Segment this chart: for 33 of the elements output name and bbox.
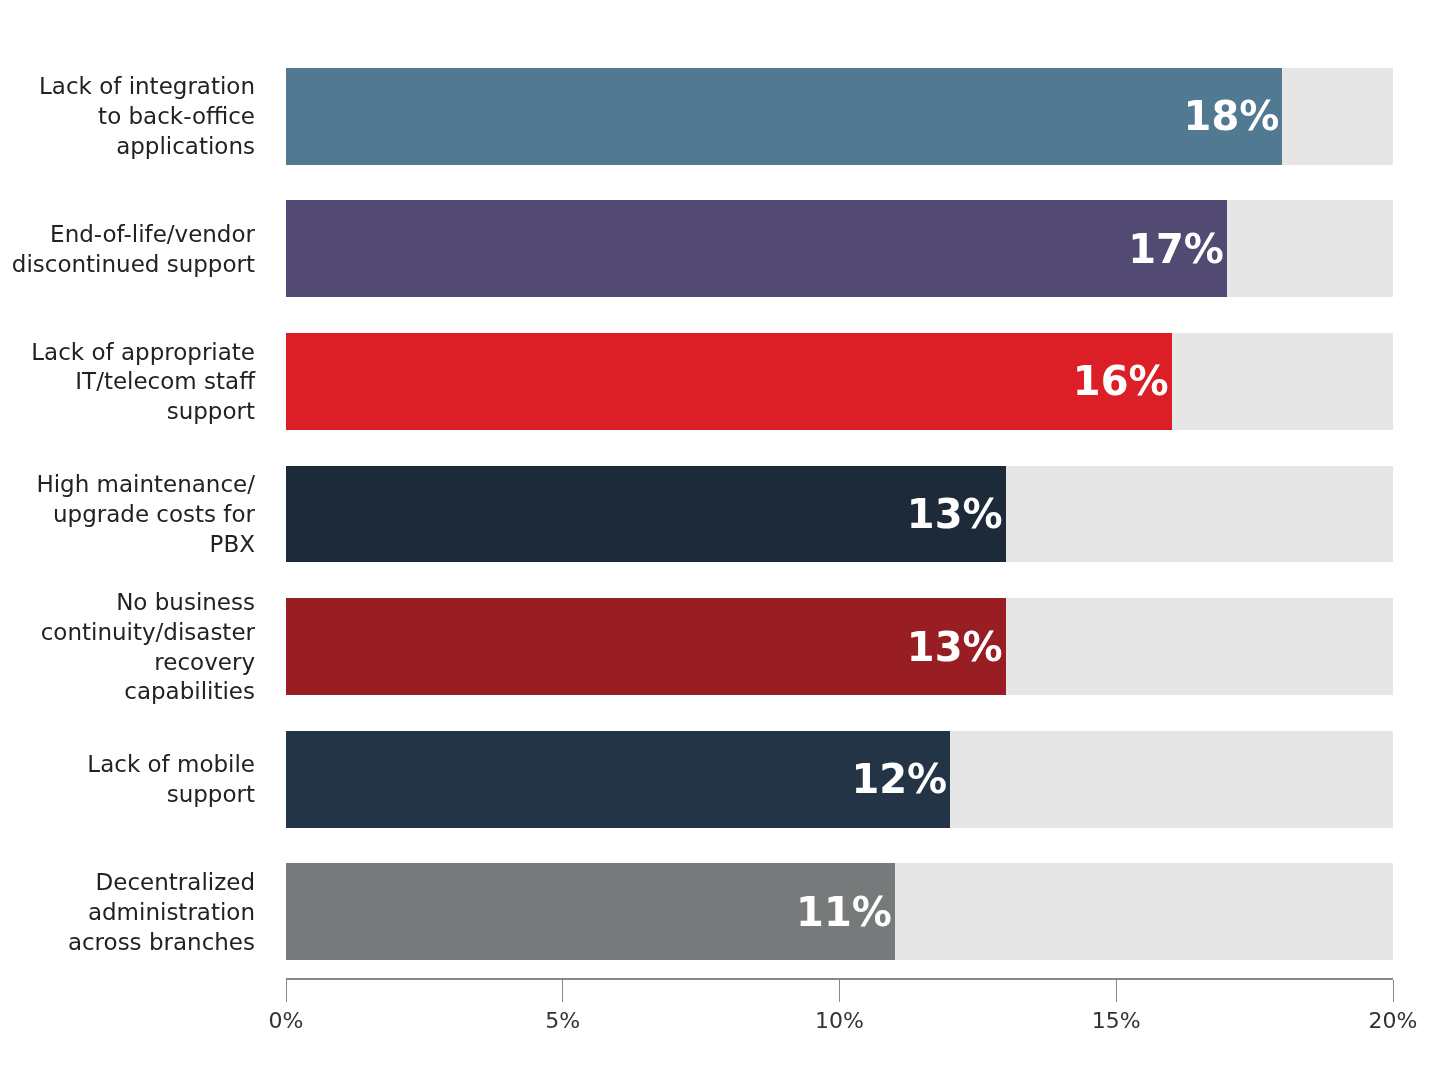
bar xyxy=(286,67,1283,165)
data-label: 11% xyxy=(796,888,892,935)
x-tick-label: 15% xyxy=(1091,1008,1141,1034)
y-tick-label: Decentralized administration across branches xyxy=(67,868,255,955)
data-label: 13% xyxy=(906,623,1003,670)
x-tick-label: 5% xyxy=(545,1008,581,1034)
data-label: 13% xyxy=(906,491,1003,537)
data-label: 16% xyxy=(1072,358,1169,405)
bar xyxy=(286,730,951,828)
data-label: 12% xyxy=(851,756,948,803)
x-tick-label: 20% xyxy=(1368,1008,1418,1034)
data-label: 17% xyxy=(1128,225,1224,272)
bar xyxy=(1171,333,1393,430)
bar xyxy=(1005,465,1393,563)
data-label: 18% xyxy=(1183,93,1280,140)
bar xyxy=(286,598,1006,695)
bar xyxy=(286,863,895,961)
y-tick-label: End-of-life/vendor discontinued support xyxy=(11,220,256,277)
y-tick-label: Lack of mobile support xyxy=(87,751,255,808)
y-tick-label: No business continuity/disaster recovery capabilities xyxy=(40,588,256,705)
bar xyxy=(894,863,1393,961)
bar xyxy=(950,730,1393,828)
x-tick-label: 0% xyxy=(268,1008,304,1034)
bar xyxy=(286,200,1227,298)
bar xyxy=(286,465,1006,563)
bar xyxy=(1226,200,1393,298)
bar xyxy=(286,333,1172,430)
y-tick-label: Lack of appropriate IT/telecom staff support xyxy=(31,338,257,425)
bar xyxy=(1005,598,1393,695)
y-tick-label: High maintenance/ upgrade costs for PBX xyxy=(36,471,256,557)
x-tick-label: 10% xyxy=(815,1008,864,1034)
y-tick-label: Lack of integration to back-office applications xyxy=(38,73,255,160)
bar xyxy=(1282,67,1393,165)
